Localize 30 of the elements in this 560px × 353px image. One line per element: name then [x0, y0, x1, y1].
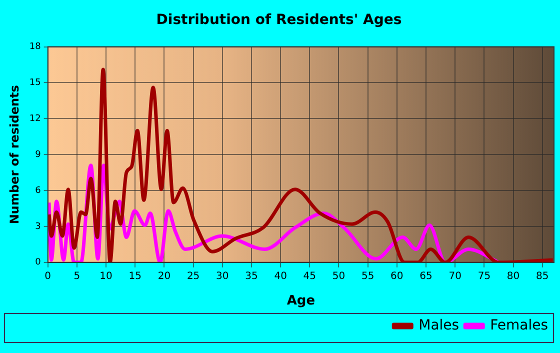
- y-tick-label: 0: [35, 258, 42, 268]
- x-tick-label: 10: [100, 270, 112, 282]
- x-tick-label: 45: [303, 270, 316, 282]
- y-tick-label: 6: [35, 186, 42, 196]
- y-tick-label: 15: [29, 78, 41, 88]
- x-tick-label: 85: [536, 270, 549, 282]
- legend-label: Males: [418, 318, 460, 334]
- y-tick-label: 18: [29, 42, 42, 52]
- y-tick-label: 12: [29, 114, 41, 124]
- x-tick-label: 30: [216, 270, 229, 282]
- x-tick-label: 0: [44, 270, 52, 282]
- legend-label: Females: [490, 318, 548, 334]
- x-tick-label: 70: [448, 270, 462, 282]
- chart-title: Distribution of Residents' Ages: [156, 12, 402, 28]
- x-tick-label: 15: [128, 270, 142, 282]
- y-axis-title: Number of residents: [7, 85, 22, 224]
- x-tick-label: 65: [420, 270, 432, 282]
- x-tick-label: 25: [186, 270, 200, 282]
- x-tick-label: 35: [245, 270, 258, 282]
- y-tick-label: 3: [35, 222, 41, 232]
- x-tick-label: 50: [332, 270, 346, 282]
- x-axis-title: Age: [286, 294, 316, 309]
- x-tick-label: 20: [158, 270, 171, 282]
- x-tick-label: 75: [478, 270, 491, 282]
- x-tick-label: 5: [74, 270, 80, 282]
- x-tick-label: 55: [361, 270, 374, 282]
- x-tick-label: 60: [390, 270, 404, 282]
- x-tick-label: 40: [274, 270, 287, 282]
- x-tick-label: 80: [506, 270, 520, 282]
- y-tick-label: 9: [35, 150, 42, 160]
